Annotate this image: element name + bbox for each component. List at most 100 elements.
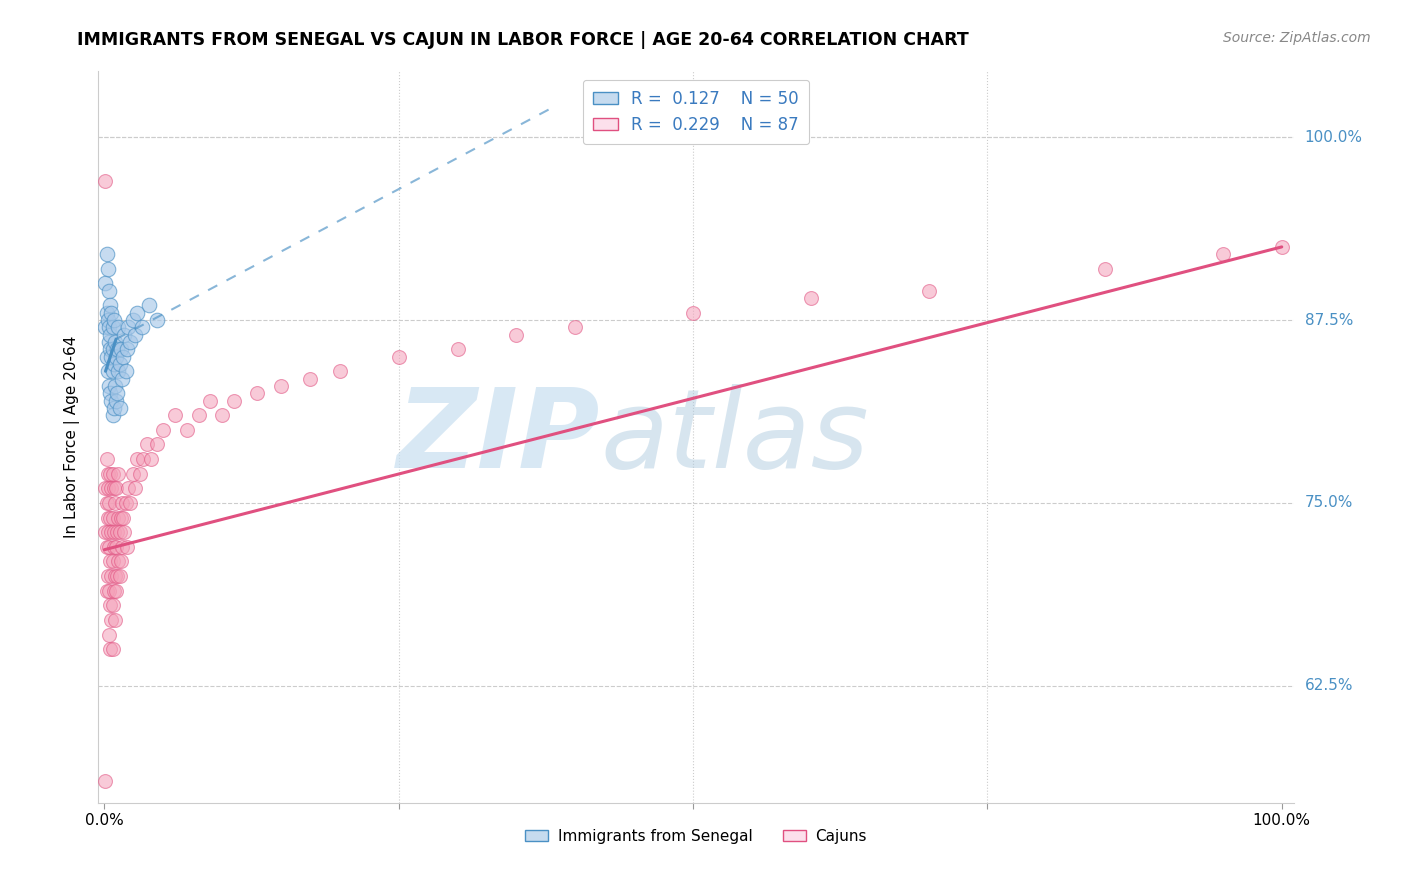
Point — [97, 261, 120, 276]
Point — [176, 423, 198, 437]
Point — [115, 540, 138, 554]
Point — [97, 525, 120, 540]
Point — [564, 320, 586, 334]
Point — [100, 613, 122, 627]
Point — [98, 496, 121, 510]
Point — [200, 393, 222, 408]
Point — [187, 408, 209, 422]
Point — [103, 401, 125, 415]
Point — [127, 306, 149, 320]
Point — [163, 408, 186, 422]
Point — [98, 467, 121, 481]
Point — [96, 452, 118, 467]
Point — [121, 313, 143, 327]
Text: Source: ZipAtlas.com: Source: ZipAtlas.com — [1223, 31, 1371, 45]
Point — [152, 423, 174, 437]
Point — [104, 334, 127, 349]
Point — [101, 364, 124, 378]
Point — [211, 408, 233, 422]
Point — [105, 350, 128, 364]
Point — [96, 583, 118, 598]
Point — [108, 525, 131, 540]
Point — [97, 569, 120, 583]
Point — [100, 306, 122, 320]
Point — [98, 334, 121, 349]
Point — [131, 320, 153, 334]
Point — [222, 393, 245, 408]
Text: 100.0%: 100.0% — [1305, 129, 1362, 145]
Point — [917, 284, 939, 298]
Point — [96, 540, 118, 554]
Point — [246, 386, 269, 401]
Point — [117, 320, 139, 334]
Point — [97, 313, 120, 327]
Point — [1094, 261, 1116, 276]
Point — [97, 510, 120, 524]
Point — [103, 481, 125, 495]
Point — [114, 496, 136, 510]
Point — [115, 343, 138, 357]
Legend: Immigrants from Senegal, Cajuns: Immigrants from Senegal, Cajuns — [519, 822, 873, 850]
Point — [104, 613, 127, 627]
Point — [101, 467, 124, 481]
Point — [100, 525, 122, 540]
Point — [94, 277, 117, 291]
Point — [101, 510, 124, 524]
Point — [135, 437, 157, 451]
Point — [98, 510, 121, 524]
Point — [270, 379, 292, 393]
Point — [100, 569, 122, 583]
Point — [98, 554, 121, 568]
Point — [112, 327, 135, 342]
Point — [110, 510, 132, 524]
Point — [107, 467, 129, 481]
Point — [97, 467, 120, 481]
Point — [505, 327, 527, 342]
Point — [146, 313, 169, 327]
Point — [105, 386, 128, 401]
Point — [96, 350, 118, 364]
Point — [98, 627, 121, 641]
Point — [105, 540, 128, 554]
Point — [104, 569, 127, 583]
Point — [97, 481, 120, 495]
Point — [120, 496, 142, 510]
Point — [107, 364, 129, 378]
Point — [96, 306, 118, 320]
Point — [100, 481, 122, 495]
Point — [388, 350, 411, 364]
Text: 87.5%: 87.5% — [1305, 312, 1353, 327]
Point — [112, 525, 135, 540]
Point — [141, 452, 163, 467]
Point — [1212, 247, 1234, 261]
Point — [128, 467, 150, 481]
Point — [103, 540, 125, 554]
Point — [98, 583, 121, 598]
Point — [127, 452, 149, 467]
Point — [124, 481, 146, 495]
Y-axis label: In Labor Force | Age 20-64: In Labor Force | Age 20-64 — [63, 336, 80, 538]
Point — [138, 298, 160, 312]
Point — [98, 599, 121, 613]
Point — [108, 357, 131, 371]
Point — [97, 364, 120, 378]
Point — [98, 379, 121, 393]
Text: ZIP: ZIP — [396, 384, 600, 491]
Point — [112, 510, 135, 524]
Point — [132, 452, 155, 467]
Point — [100, 350, 122, 364]
Point — [110, 343, 132, 357]
Point — [101, 408, 124, 422]
Point — [112, 350, 135, 364]
Point — [103, 583, 125, 598]
Point — [103, 357, 125, 371]
Point — [446, 343, 468, 357]
Point — [103, 313, 125, 327]
Point — [103, 525, 125, 540]
Point — [98, 386, 121, 401]
Point — [108, 569, 131, 583]
Point — [105, 569, 128, 583]
Point — [100, 393, 122, 408]
Point — [98, 284, 121, 298]
Point — [101, 320, 124, 334]
